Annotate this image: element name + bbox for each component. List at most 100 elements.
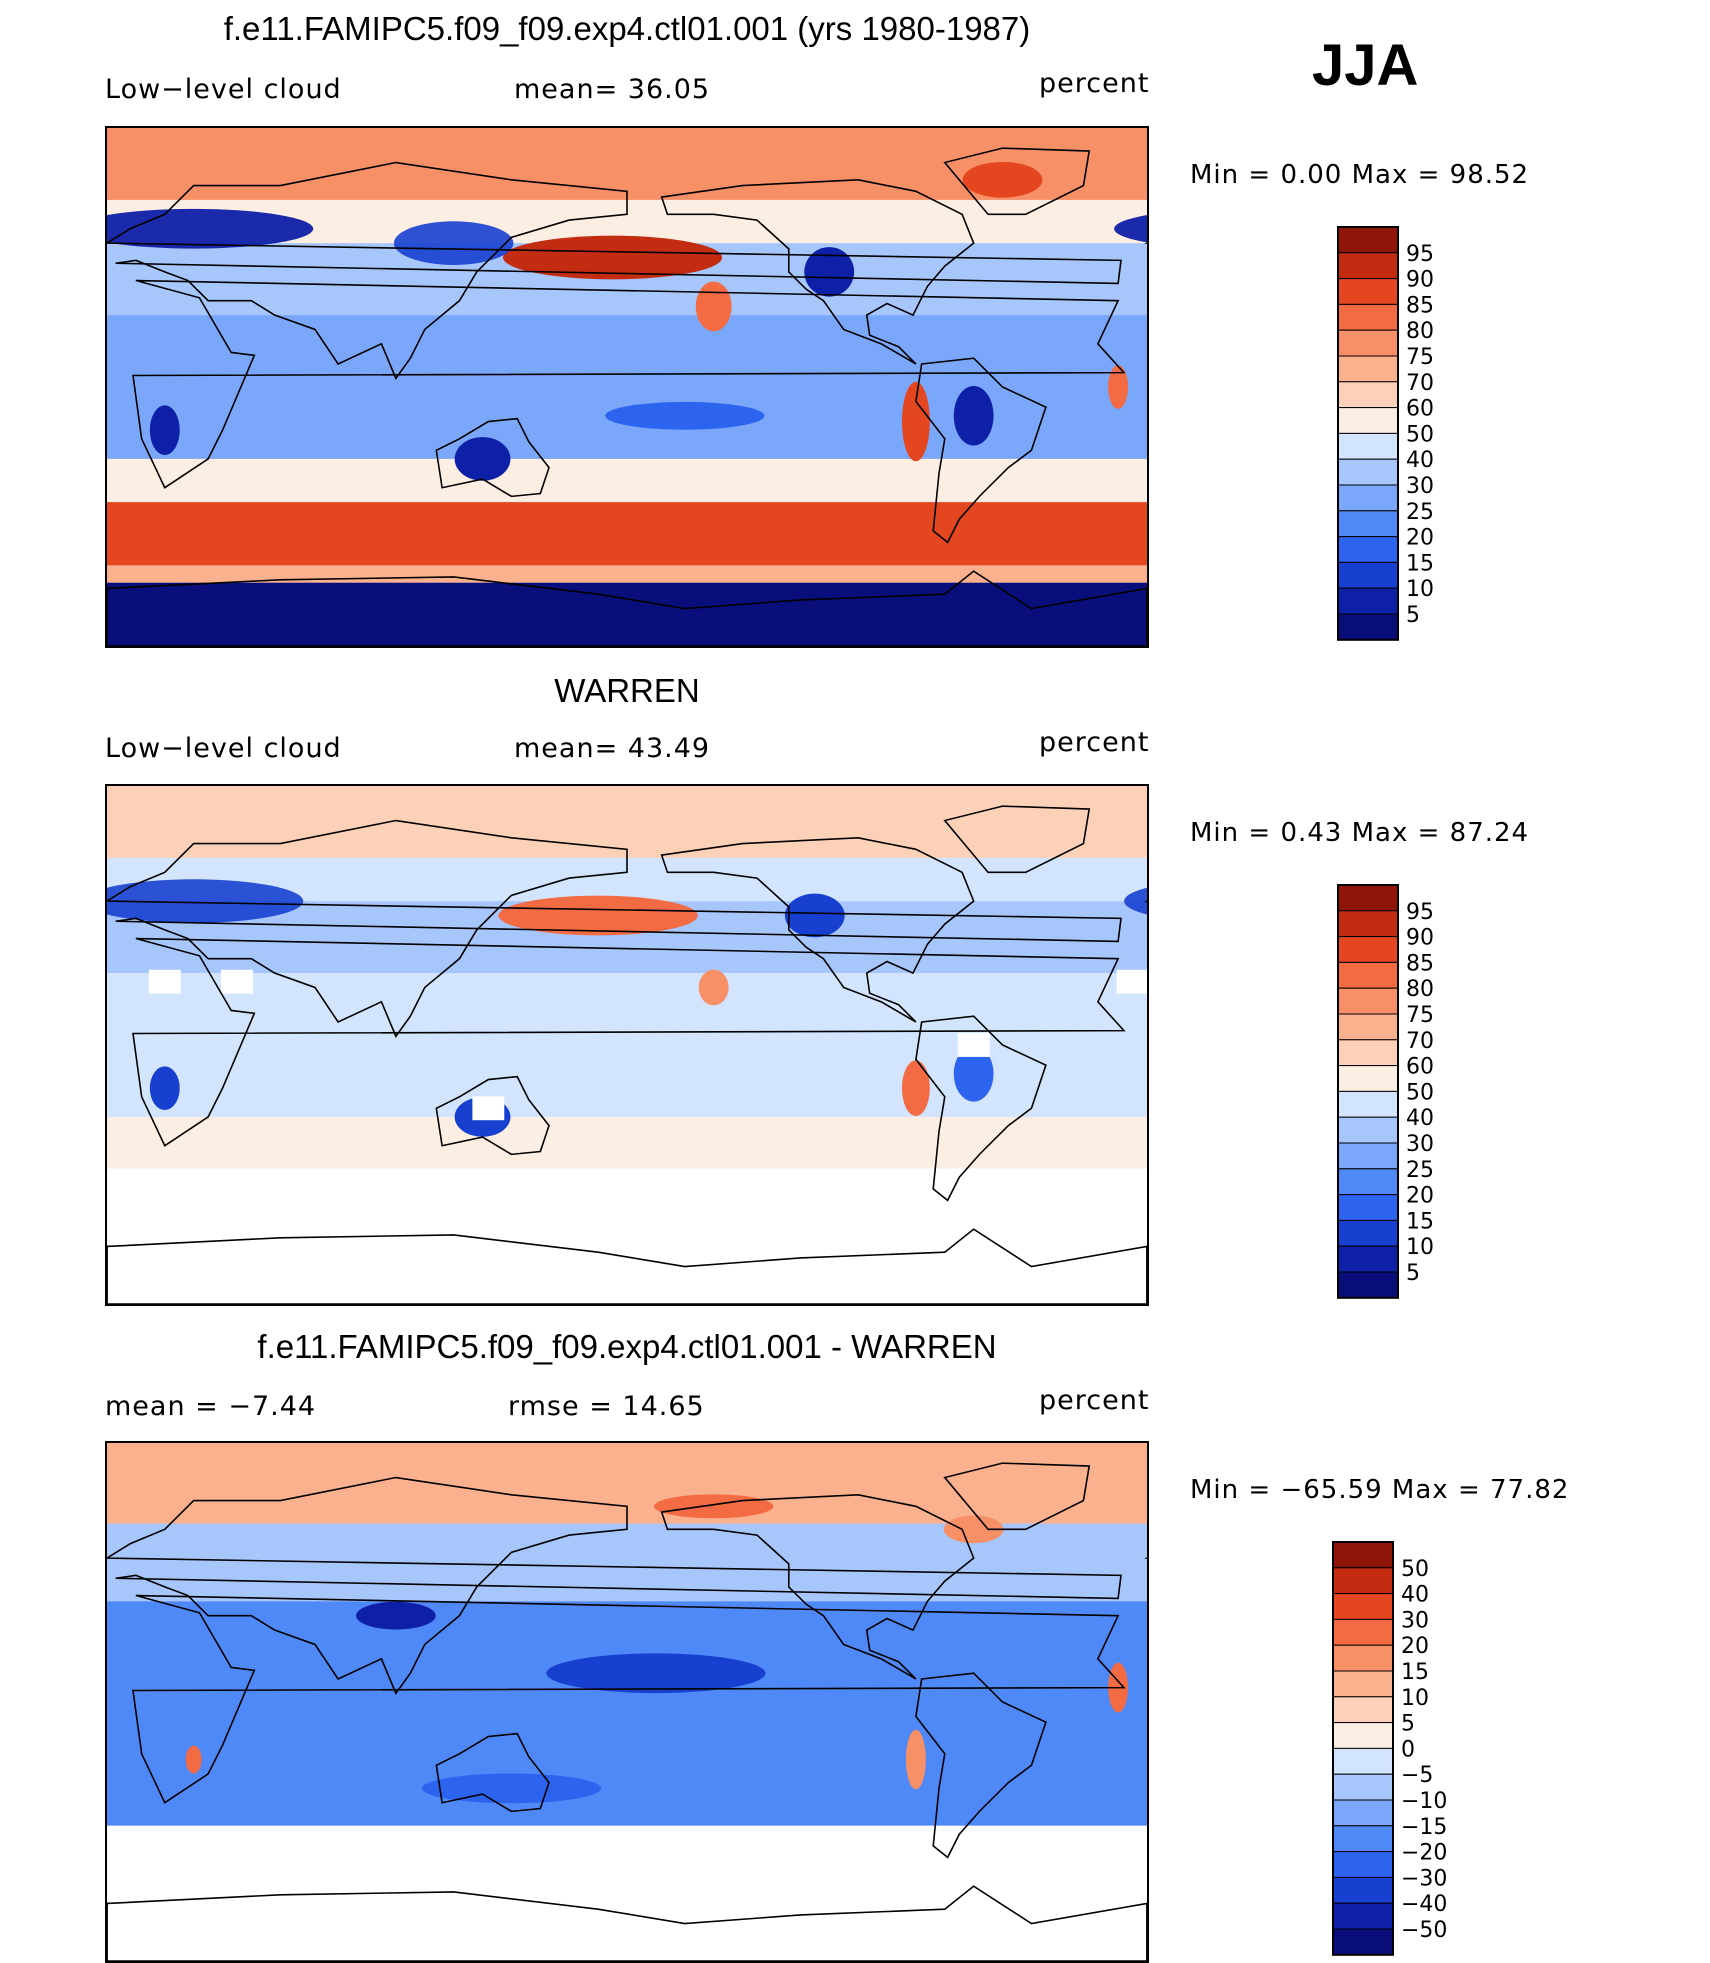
panel2-variable-label: Low−level cloud bbox=[105, 733, 342, 764]
colorbar-tick-label: 85 bbox=[1406, 951, 1434, 976]
panel3-title: f.e11.FAMIPC5.f09_f09.exp4.ctl01.001 - W… bbox=[257, 1328, 997, 1365]
colorbar-tick-label: 5 bbox=[1406, 1261, 1420, 1286]
colorbar-swatch bbox=[1332, 1902, 1394, 1930]
colorbar-tick-label: −20 bbox=[1401, 1841, 1447, 1866]
missing-data-cell bbox=[957, 1033, 990, 1057]
colorbar-tick-label: 80 bbox=[1406, 319, 1434, 344]
colorbar-swatch bbox=[1337, 1065, 1399, 1092]
field-patch bbox=[784, 893, 845, 938]
missing-data-region bbox=[107, 1168, 1147, 1304]
missing-data-cell bbox=[1116, 969, 1147, 994]
missing-data-region bbox=[107, 1825, 1147, 1961]
colorbar-swatch bbox=[1337, 1245, 1399, 1273]
coastline bbox=[107, 1885, 1147, 1961]
colorbar-tick-label: 50 bbox=[1406, 422, 1434, 447]
panel3-mean-label: mean = −7.44 bbox=[105, 1391, 317, 1422]
field-band bbox=[107, 315, 1147, 459]
colorbar-tick-label: −30 bbox=[1401, 1866, 1447, 1891]
panel3-minmax: Min = −65.59 Max = 77.82 bbox=[1190, 1475, 1570, 1505]
colorbar-swatch bbox=[1337, 987, 1399, 1015]
colorbar-swatch bbox=[1332, 1773, 1394, 1801]
coastline bbox=[915, 357, 1047, 544]
panel2-map bbox=[105, 784, 1149, 1306]
colorbar-swatch bbox=[1332, 1644, 1394, 1672]
colorbar-swatch bbox=[1332, 1851, 1394, 1878]
field-band bbox=[107, 502, 1147, 566]
colorbar-tick-label: 75 bbox=[1406, 1003, 1434, 1028]
coastline bbox=[660, 179, 975, 365]
colorbar-swatch bbox=[1337, 613, 1399, 641]
colorbar-swatch bbox=[1332, 1747, 1394, 1775]
colorbar-tick-label: 10 bbox=[1406, 1235, 1434, 1260]
panel1-mean-label: mean= 36.05 bbox=[514, 74, 711, 105]
coastline bbox=[435, 1732, 550, 1813]
colorbar-swatch bbox=[1332, 1618, 1394, 1646]
field-band bbox=[107, 582, 1147, 646]
colorbar-swatch bbox=[1337, 587, 1399, 615]
colorbar-swatch bbox=[1337, 303, 1399, 331]
colorbar-swatch bbox=[1337, 1194, 1399, 1221]
field-patch bbox=[107, 208, 314, 249]
field-patch bbox=[953, 1045, 994, 1102]
coastline bbox=[915, 1015, 1047, 1202]
coastline bbox=[943, 1462, 1091, 1531]
field-patch bbox=[546, 1653, 766, 1694]
colorbar-tick-label: 10 bbox=[1406, 577, 1434, 602]
panel1-minmax: Min = 0.00 Max = 98.52 bbox=[1190, 160, 1530, 190]
colorbar-tick-label: 95 bbox=[1406, 242, 1434, 267]
colorbar-tick-label: 90 bbox=[1406, 926, 1434, 951]
field-patch bbox=[393, 221, 514, 265]
colorbar-swatch bbox=[1337, 484, 1399, 512]
field-patch bbox=[804, 247, 855, 297]
field-patch bbox=[356, 1601, 436, 1630]
coastline bbox=[915, 1672, 1047, 1859]
colorbar-tick-label: −40 bbox=[1401, 1892, 1447, 1917]
colorbar-tick-label: 40 bbox=[1406, 448, 1434, 473]
field-patch bbox=[943, 1515, 1004, 1544]
coastline bbox=[660, 837, 975, 1023]
field-band bbox=[107, 458, 1147, 503]
colorbar-tick-label: 70 bbox=[1406, 1029, 1434, 1054]
colorbar-tick-label: 15 bbox=[1406, 551, 1434, 576]
colorbar-swatch bbox=[1337, 510, 1399, 538]
colorbar-swatch bbox=[1337, 1013, 1399, 1041]
colorbar-swatch bbox=[1337, 1116, 1399, 1144]
colorbar-tick-label: 30 bbox=[1401, 1608, 1429, 1633]
coastline bbox=[943, 805, 1091, 874]
coastline bbox=[107, 1476, 1122, 1695]
colorbar-tick-label: 50 bbox=[1406, 1080, 1434, 1105]
field-patch bbox=[498, 895, 698, 936]
colorbar-swatch bbox=[1337, 936, 1399, 963]
coastline bbox=[943, 147, 1091, 216]
field-patch bbox=[962, 161, 1043, 198]
field-patch bbox=[695, 281, 732, 332]
coastline bbox=[132, 279, 1126, 489]
panel2-title: WARREN bbox=[554, 672, 700, 709]
field-patch bbox=[901, 1060, 930, 1116]
colorbar-swatch bbox=[1337, 252, 1399, 280]
field-patch bbox=[107, 879, 304, 923]
field-patch bbox=[605, 401, 765, 430]
colorbar-tick-label: 60 bbox=[1406, 397, 1434, 422]
colorbar-swatch bbox=[1337, 432, 1399, 460]
colorbar-frame bbox=[1337, 884, 1399, 1299]
field-patch bbox=[1108, 365, 1129, 409]
colorbar-tick-label: 90 bbox=[1406, 268, 1434, 293]
colorbar-tick-label: 5 bbox=[1406, 603, 1420, 628]
colorbar-tick-label: 25 bbox=[1406, 1158, 1434, 1183]
colorbar-swatch bbox=[1337, 884, 1399, 912]
field-patch bbox=[653, 1494, 774, 1519]
panel1-units-label: percent bbox=[1039, 68, 1150, 99]
colorbar-swatch bbox=[1337, 1168, 1399, 1196]
missing-data-cell bbox=[472, 1096, 505, 1121]
colorbar-tick-label: 70 bbox=[1406, 371, 1434, 396]
colorbar-tick-label: −50 bbox=[1401, 1918, 1447, 1943]
panel1-variable-label: Low−level cloud bbox=[105, 74, 342, 105]
coastline bbox=[435, 1075, 550, 1156]
colorbar-tick-label: 60 bbox=[1406, 1055, 1434, 1080]
colorbar-swatch bbox=[1337, 381, 1399, 409]
colorbar-swatch bbox=[1337, 1039, 1399, 1067]
panel2-minmax: Min = 0.43 Max = 87.24 bbox=[1190, 818, 1530, 848]
colorbar-tick-label: 40 bbox=[1406, 1106, 1434, 1131]
panel1-colorbar: 95 90 85 80 75 70 60 50 40 30 25 20 15 10 5 bbox=[1337, 226, 1498, 644]
